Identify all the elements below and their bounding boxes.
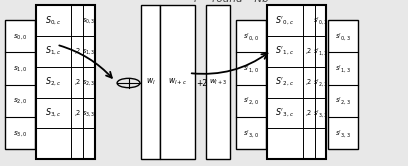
Text: $S'_{0,c}$: $S'_{0,c}$ [275, 14, 295, 27]
Text: $s_{3,3}$: $s_{3,3}$ [82, 109, 96, 118]
Text: $s'_{3,3}$: $s'_{3,3}$ [313, 108, 328, 119]
Text: ,2: ,2 [306, 79, 312, 85]
Text: l = round * Nb: l = round * Nb [194, 0, 269, 4]
Text: $S_{3,c}$: $S_{3,c}$ [45, 107, 62, 119]
Text: ,2: ,2 [74, 48, 80, 54]
Text: $s'_{2,3}$: $s'_{2,3}$ [335, 95, 351, 106]
Text: $s'_{1,0}$: $s'_{1,0}$ [243, 63, 259, 74]
Text: $s'_{2,0}$: $s'_{2,0}$ [243, 95, 259, 106]
Text: $s_{2,3}$: $s_{2,3}$ [82, 78, 96, 87]
Text: $S'_{1,c}$: $S'_{1,c}$ [275, 45, 295, 57]
Text: $s'_{0,3}$: $s'_{0,3}$ [313, 15, 328, 26]
Text: ,2: ,2 [306, 48, 312, 54]
Text: $s_{3,0}$: $s_{3,0}$ [13, 129, 27, 138]
Text: $s_{0,0}$: $s_{0,0}$ [13, 32, 27, 41]
Text: $s'_{0,3}$: $s'_{0,3}$ [335, 31, 351, 42]
Text: ,2: ,2 [306, 110, 312, 116]
Text: $S_{0,c}$: $S_{0,c}$ [45, 14, 62, 27]
Text: $s'_{0,0}$: $s'_{0,0}$ [243, 31, 259, 42]
Bar [328, 20, 358, 149]
Text: $w_{l+3}$: $w_{l+3}$ [209, 78, 227, 87]
Text: $s'_{1,3}$: $s'_{1,3}$ [313, 46, 328, 57]
Bar [236, 20, 266, 149]
Text: $S'_{3,c}$: $S'_{3,c}$ [275, 107, 295, 119]
Text: $w_{l+c}$: $w_{l+c}$ [168, 77, 187, 87]
Text: $s_{2,0}$: $s_{2,0}$ [13, 96, 27, 105]
Text: $s_{1,0}$: $s_{1,0}$ [13, 64, 27, 73]
Bar [160, 5, 195, 159]
Text: ,2: ,2 [74, 79, 80, 85]
Text: $s'_{3,3}$: $s'_{3,3}$ [335, 128, 351, 139]
Text: $s_{1,3}$: $s_{1,3}$ [82, 47, 96, 56]
Text: $S_{2,c}$: $S_{2,c}$ [45, 76, 62, 88]
Text: $s_{0,3}$: $s_{0,3}$ [82, 16, 96, 25]
Text: ,2: ,2 [74, 110, 80, 116]
Bar [5, 20, 35, 149]
Bar [267, 5, 326, 159]
Bar [141, 5, 160, 159]
Bar [36, 5, 95, 159]
Text: $S'_{2,c}$: $S'_{2,c}$ [275, 76, 295, 88]
Text: $s'_{2,3}$: $s'_{2,3}$ [313, 77, 328, 88]
Text: +2: +2 [196, 79, 208, 87]
Text: $s'_{3,0}$: $s'_{3,0}$ [243, 128, 259, 139]
Text: $w_l$: $w_l$ [146, 77, 155, 87]
Text: $s'_{1,3}$: $s'_{1,3}$ [335, 63, 351, 74]
Bar [206, 5, 230, 159]
Text: $S_{1,c}$: $S_{1,c}$ [45, 45, 62, 57]
